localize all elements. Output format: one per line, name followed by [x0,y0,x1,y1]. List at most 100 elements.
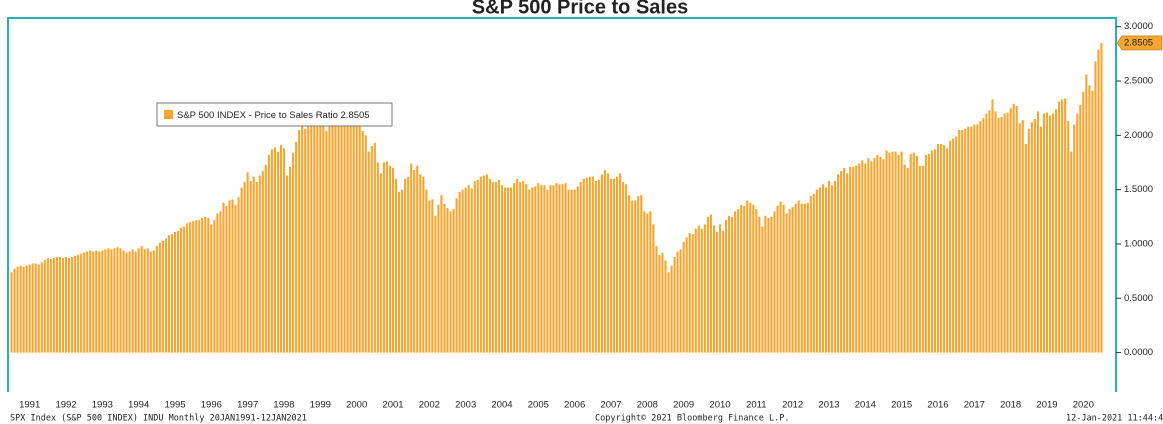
bar [422,176,425,353]
bar [688,233,691,353]
x-tick-label: 2016 [927,400,948,411]
bar [1070,151,1073,353]
bar [213,220,216,353]
bar [1009,108,1012,353]
bar [313,124,316,353]
x-tick-label: 2012 [782,400,803,411]
bar [846,173,849,353]
legend-value: 2.8505 [341,110,370,121]
bar [1024,144,1027,353]
bar [743,205,746,353]
legend-label: S&P 500 INDEX - Price to Sales Ratio 2.8… [177,110,370,121]
bar [192,221,195,353]
bar [724,220,728,353]
bar [37,264,40,353]
bar [1027,128,1030,353]
bar [25,265,28,353]
bar [634,200,637,353]
bar [397,191,401,353]
x-tick-label: 2009 [673,400,694,411]
bar [1085,74,1088,353]
bar [852,166,855,353]
bar [434,215,437,353]
bar [840,171,843,353]
bar [891,151,894,353]
bar [767,217,770,353]
bar [485,174,488,353]
bar [594,180,597,353]
bar [373,142,376,353]
bar [19,265,22,353]
bar [180,227,183,353]
bar [894,151,897,353]
bar [325,130,328,353]
x-tick-label: 2005 [528,400,549,411]
bar [77,254,80,353]
bar [985,113,988,353]
bar [622,182,625,353]
bar [1003,113,1006,353]
bar [385,161,389,353]
footer-right: 12-Jan-2021 11:44:48 [1066,414,1163,424]
bar [712,225,716,353]
bar [107,248,110,353]
bar [537,183,540,353]
bar [440,195,443,353]
bar [167,235,171,353]
x-tick-label: 2007 [600,400,621,411]
bar [243,182,246,353]
bar [1021,120,1024,353]
bar [631,200,634,353]
bar [903,164,906,353]
bar [628,195,631,353]
bar [585,177,588,353]
bar [1030,122,1033,353]
bar [758,216,761,353]
bar [1100,42,1103,353]
bar [74,255,77,353]
bar [473,180,476,353]
bar [410,163,413,353]
legend-box [156,102,393,127]
bar [1051,113,1055,353]
bar [525,184,528,353]
x-tick-label: 1995 [164,400,185,411]
bar [173,232,177,353]
bar [988,110,991,353]
footer-center: Copyright© 2021 Bloomberg Finance L.P. [595,414,789,424]
bar [295,141,298,353]
bars [10,42,1103,353]
bar [349,120,352,353]
legend-name: S&P 500 INDEX - Price to Sales Ratio [177,110,338,121]
bar [446,208,449,353]
bar [803,203,806,353]
bar [833,180,837,353]
bar [994,111,997,353]
bar [161,240,164,353]
bar [361,130,364,353]
bar [1082,91,1085,353]
bar [382,162,385,353]
bar [976,124,979,353]
bar [119,248,122,353]
bar [721,230,725,353]
bar [906,167,909,353]
bar [522,180,525,353]
bar [270,149,273,353]
y-tick-label: 2.0000 [1124,130,1153,141]
bar [31,263,34,353]
bar [909,153,912,353]
bar [939,144,943,353]
bar [13,268,16,353]
bar [582,178,585,353]
bar [997,117,1000,353]
bar [261,171,264,353]
bar [785,213,788,353]
bar [113,248,116,353]
bar [364,135,367,353]
bar [234,204,237,353]
bar [22,266,25,353]
bar [122,250,125,353]
bar [540,185,543,353]
bar [61,258,65,353]
